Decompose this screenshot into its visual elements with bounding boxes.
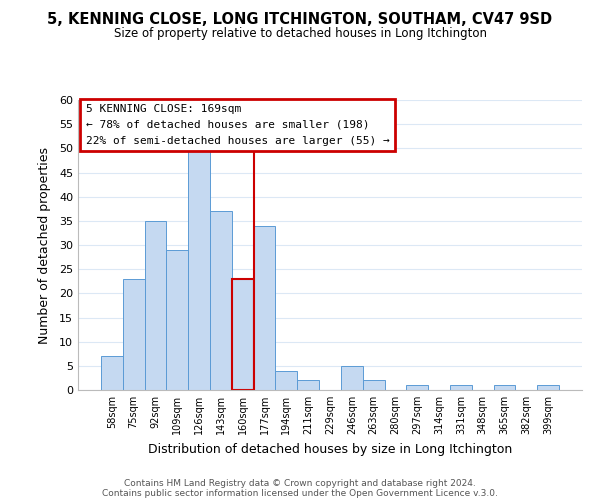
- Bar: [101, 356, 123, 390]
- Bar: [210, 211, 232, 390]
- Bar: [232, 279, 254, 390]
- Text: 5 KENNING CLOSE: 169sqm
← 78% of detached houses are smaller (198)
22% of semi-d: 5 KENNING CLOSE: 169sqm ← 78% of detache…: [86, 104, 389, 146]
- Bar: [123, 279, 145, 390]
- Text: 5, KENNING CLOSE, LONG ITCHINGTON, SOUTHAM, CV47 9SD: 5, KENNING CLOSE, LONG ITCHINGTON, SOUTH…: [47, 12, 553, 28]
- Text: Contains public sector information licensed under the Open Government Licence v.: Contains public sector information licen…: [102, 488, 498, 498]
- Text: Contains HM Land Registry data © Crown copyright and database right 2024.: Contains HM Land Registry data © Crown c…: [124, 478, 476, 488]
- Y-axis label: Number of detached properties: Number of detached properties: [38, 146, 50, 344]
- Bar: [363, 380, 385, 390]
- Bar: [145, 221, 166, 390]
- X-axis label: Distribution of detached houses by size in Long Itchington: Distribution of detached houses by size …: [148, 442, 512, 456]
- Bar: [275, 370, 297, 390]
- Bar: [188, 148, 210, 390]
- Bar: [341, 366, 363, 390]
- Bar: [450, 385, 472, 390]
- Bar: [297, 380, 319, 390]
- Bar: [406, 385, 428, 390]
- Bar: [494, 385, 515, 390]
- Bar: [254, 226, 275, 390]
- Bar: [537, 385, 559, 390]
- Text: Size of property relative to detached houses in Long Itchington: Size of property relative to detached ho…: [113, 28, 487, 40]
- Bar: [166, 250, 188, 390]
